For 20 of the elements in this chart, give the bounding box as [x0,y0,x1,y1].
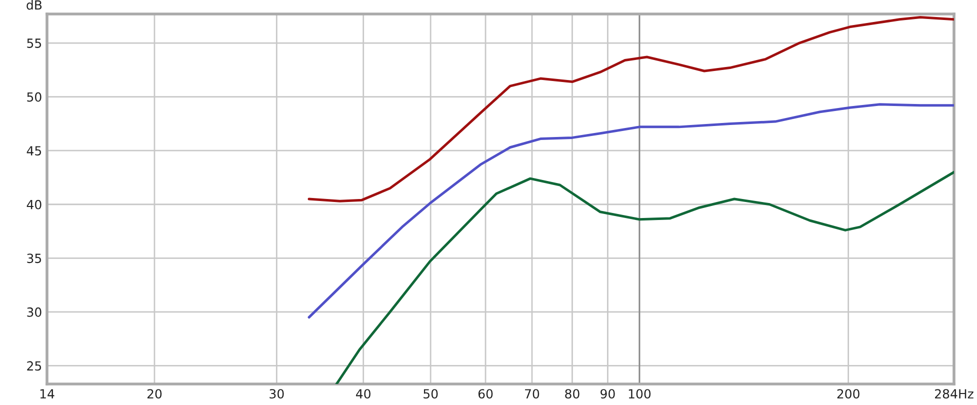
y-tick-label: 50 [27,92,42,102]
y-tick-label: 55 [27,38,42,48]
y-tick-label: 40 [26,200,42,210]
x-tick-label: 200 [837,389,860,399]
y-axis-title: dB [26,0,42,10]
x-tick-label: 20 [147,389,162,399]
x-tick-label: 60 [478,389,493,399]
x-tick-label: 90 [600,389,615,399]
y-tick-label: 25 [27,361,42,371]
x-tick-label: 80 [565,389,580,399]
x-tick-label: 70 [525,389,540,399]
y-tick-label: 30 [27,307,42,317]
y-tick-label: 35 [27,254,42,264]
x-tick-label: 40 [356,389,370,399]
x-tick-label: 50 [424,389,438,399]
y-tick-label: 45 [26,146,42,156]
x-tick-label: 14 [40,389,54,398]
x-tick-label: 100 [628,389,651,399]
x-tick-label: 30 [270,389,284,399]
x-tick-label: 284Hz [935,389,974,399]
